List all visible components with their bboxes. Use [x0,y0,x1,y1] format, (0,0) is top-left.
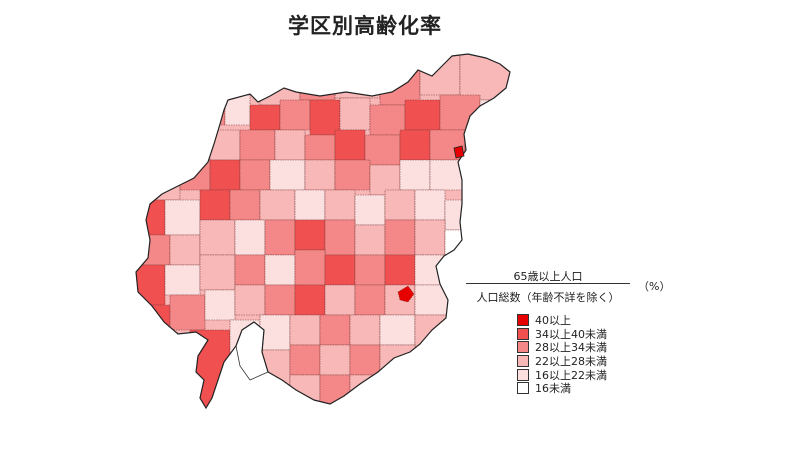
formula-fraction-bar [466,283,630,284]
legend-item: 40以上 [517,313,607,327]
legend-label: 40以上 [535,313,571,327]
legend-label: 28以上34未満 [535,341,607,355]
legend-swatch [517,382,529,395]
legend-item: 22以上28未満 [517,354,607,368]
legend-swatch [517,341,529,354]
legend-item: 16以上22未満 [517,368,607,382]
formula-unit: （%） [638,280,671,293]
legend-label: 16以上22未満 [535,368,607,382]
legend-label: 16未満 [535,382,571,396]
legend-swatch [517,327,529,340]
legend-label: 34以上40未満 [535,327,607,341]
formula-numerator: 65歳以上人口 [513,270,583,283]
formula-denominator: 人口総数（年齢不詳を除く） [476,291,620,304]
map-title: 学区別高齢化率 [288,14,442,38]
legend-swatch [517,368,529,381]
legend-swatch [517,354,529,367]
legend: 40以上 34以上40未満 28以上34未満 22以上28未満 16以上22未満… [517,313,607,395]
legend-item: 34以上40未満 [517,327,607,341]
legend-item: 16未満 [517,381,607,395]
legend-label: 22以上28未満 [535,354,607,368]
legend-swatch [517,313,529,326]
legend-item: 28以上34未満 [517,340,607,354]
